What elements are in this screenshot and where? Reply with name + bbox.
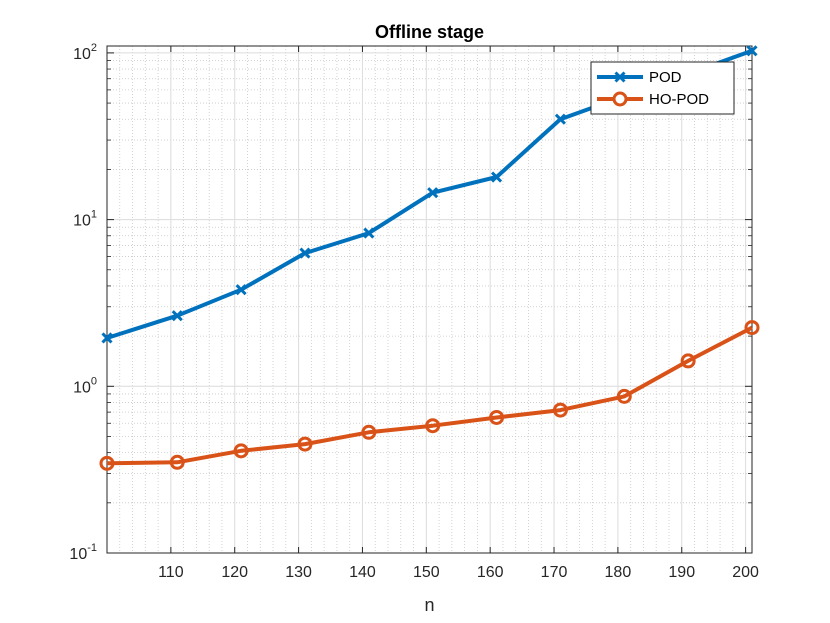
series-line-ho-pod (106, 325, 753, 466)
x-tick-label: 140 (349, 564, 376, 581)
data-point-ho-pod (425, 418, 441, 434)
x-tick-labels: 110 120 130 140 150 160 170 180 190 200 (158, 564, 759, 581)
data-point-ho-pod (297, 436, 313, 452)
data-point-pod (363, 227, 375, 239)
data-point-pod (427, 187, 439, 199)
data-point-pod (554, 113, 566, 125)
data-point-ho-pod (99, 455, 115, 471)
data-point-pod (746, 45, 758, 57)
data-point-pod (490, 171, 503, 183)
x-axis-label: n (424, 595, 434, 615)
x-tick-label: 120 (221, 564, 248, 581)
legend-label: POD (649, 69, 682, 86)
data-point-ho-pod (616, 388, 632, 404)
x-tick-label: 110 (158, 564, 184, 581)
series-ho-pod (99, 320, 760, 471)
x-tick-label: 160 (477, 564, 504, 581)
x-tick-label: 200 (732, 564, 759, 581)
data-point-ho-pod (744, 320, 760, 336)
y-tick-label: 101 (73, 209, 97, 230)
x-tick-label: 190 (668, 564, 695, 581)
legend-box (590, 61, 735, 115)
data-point-ho-pod (361, 424, 377, 440)
data-point-pod (101, 332, 113, 344)
axis-ticks (107, 46, 752, 554)
plot-area-frame (106, 45, 753, 554)
legend: POD HO-POD (590, 61, 735, 115)
x-tick-label: 170 (541, 564, 568, 581)
data-point-pod (171, 310, 183, 322)
chart-title: Offline stage (375, 22, 484, 42)
data-point-ho-pod (489, 409, 505, 425)
x-tick-label: 150 (413, 564, 440, 581)
x-tick-label: 130 (285, 564, 312, 581)
y-tick-label: 10-1 (69, 542, 97, 563)
legend-item-ho-pod: HO-POD (597, 91, 709, 108)
data-point-ho-pod (680, 353, 696, 369)
data-point-pod (235, 284, 247, 296)
legend-label: HO-POD (649, 91, 709, 108)
major-grid (107, 46, 752, 554)
legend-item-pod: POD (597, 69, 682, 86)
y-tick-label: 102 (73, 42, 97, 63)
y-tick-label: 100 (73, 375, 97, 396)
y-tick-labels: 10-1 100 101 102 (69, 42, 97, 563)
data-point-ho-pod (233, 443, 249, 459)
data-point-ho-pod (169, 454, 185, 470)
data-point-ho-pod (552, 402, 568, 418)
x-tick-label: 180 (605, 564, 632, 581)
data-point-pod (299, 247, 311, 259)
